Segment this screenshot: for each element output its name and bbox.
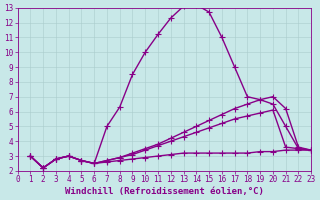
X-axis label: Windchill (Refroidissement éolien,°C): Windchill (Refroidissement éolien,°C) bbox=[65, 187, 264, 196]
